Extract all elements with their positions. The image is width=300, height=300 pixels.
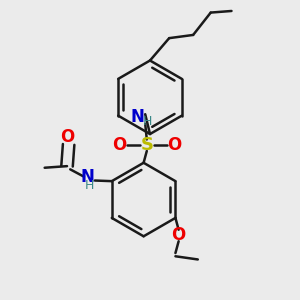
Text: N: N — [130, 108, 144, 126]
Text: O: O — [60, 128, 74, 146]
Text: H: H — [143, 116, 152, 128]
Text: H: H — [85, 179, 94, 192]
Text: O: O — [172, 226, 186, 244]
Text: S: S — [140, 136, 153, 154]
Text: O: O — [112, 136, 127, 154]
Text: N: N — [81, 168, 95, 186]
Text: O: O — [167, 136, 181, 154]
